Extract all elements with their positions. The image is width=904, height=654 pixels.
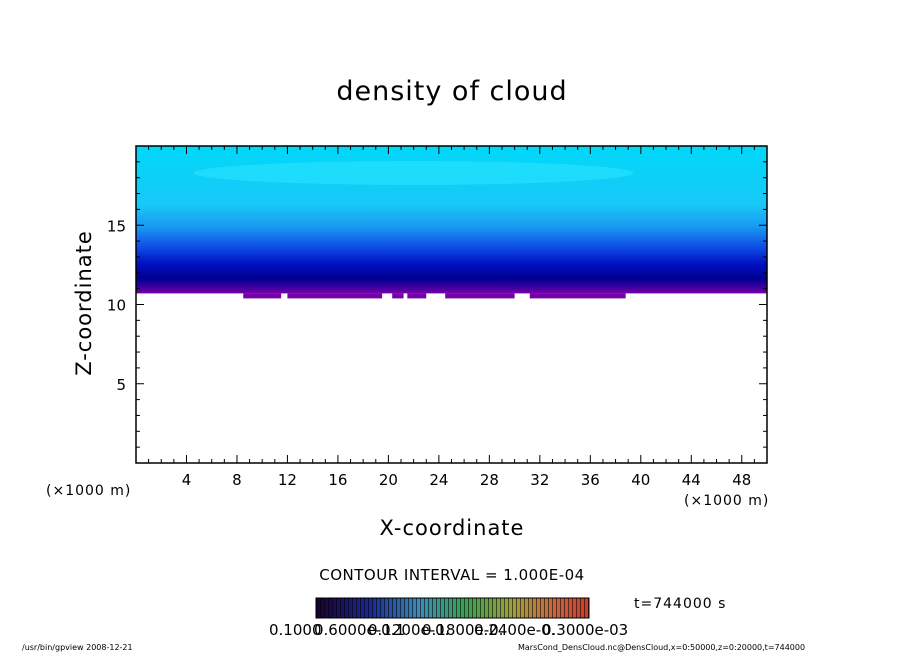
time-label: t=744000 s <box>634 596 727 612</box>
colorbar-frame <box>315 597 590 619</box>
x-unit-label-right: (×1000 m) <box>684 493 770 509</box>
x-tick-label: 12 <box>278 471 297 489</box>
x-tick-label: 36 <box>581 471 600 489</box>
y-tick-label: 5 <box>116 376 126 394</box>
cloud-base-lobe <box>287 293 383 299</box>
x-tick-label: 8 <box>232 471 242 489</box>
x-tick-label: 4 <box>182 471 192 489</box>
cloud-field <box>136 146 767 299</box>
x-unit-label-left: (×1000 m) <box>46 483 132 499</box>
x-tick-label: 20 <box>379 471 398 489</box>
cloud-base-lobe <box>529 293 585 299</box>
colorbar-label: 0.2400e-0. <box>474 621 556 639</box>
colorbar <box>315 597 590 619</box>
x-tick-label: 16 <box>328 471 347 489</box>
cloud-streak <box>193 160 634 185</box>
x-tick-label: 32 <box>530 471 549 489</box>
contour-interval: CONTOUR INTERVAL = 1.000E-04 <box>319 566 585 584</box>
colorbar-label: 0.3000e-03 <box>542 621 629 639</box>
cloud-base-lobe <box>407 293 427 299</box>
x-tick-label: 48 <box>732 471 751 489</box>
x-tick-label: 24 <box>429 471 448 489</box>
colorbar-label: 0.1800e-0. <box>422 621 504 639</box>
colorbar-label: 0.1200e-0. <box>368 621 450 639</box>
x-tick-label: 40 <box>631 471 650 489</box>
footer-path: /usr/bin/gpview 2008-12-21 <box>22 643 133 652</box>
chart-title: density of cloud <box>336 76 568 107</box>
y-tick-label: 15 <box>107 217 126 235</box>
colorbar-contour-lines <box>316 598 589 618</box>
cloud-base-lobe <box>392 293 404 299</box>
colorbar-label: 0.1000 <box>269 621 322 639</box>
cloud-base-lobe <box>445 293 515 299</box>
y-tick-label: 10 <box>107 297 126 315</box>
x-tick-label: 28 <box>480 471 499 489</box>
footer-source: MarsCond_DensCloud.nc@DensCloud,x=0:5000… <box>518 643 806 652</box>
colorbar-label: 0.6000e-0.1 <box>314 621 405 639</box>
cloud-base-lobe <box>584 293 626 299</box>
x-tick-label: 44 <box>682 471 701 489</box>
x-axis-label: X-coordinate <box>379 516 525 540</box>
cloud-base-lobe <box>243 293 282 299</box>
